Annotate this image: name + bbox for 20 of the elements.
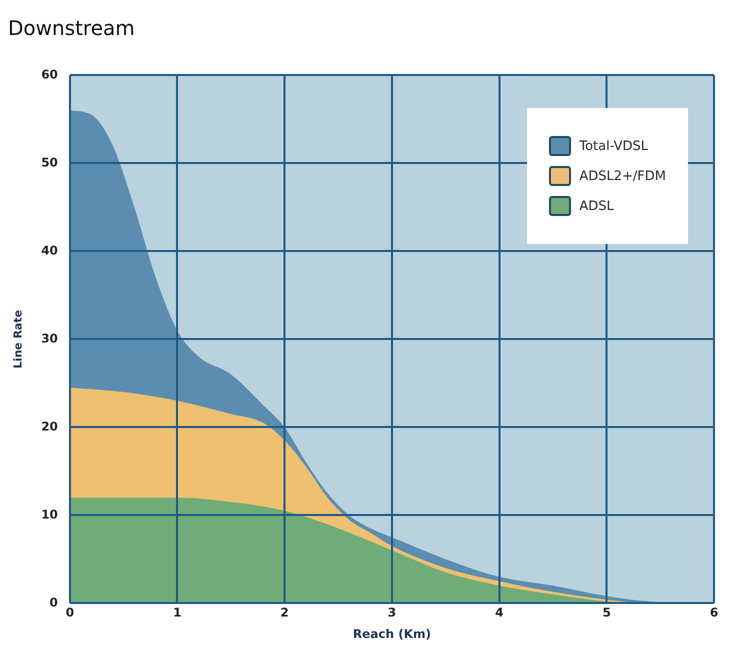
x-tick-label: 6 [710, 606, 718, 620]
x-tick-label: 5 [602, 606, 611, 620]
x-tick-label: 1 [173, 606, 182, 620]
y-tick-label: 10 [41, 507, 58, 522]
legend-label: ADSL [579, 198, 614, 214]
x-axis-title: Reach (Km) [352, 626, 431, 641]
y-axis-title: Line Rate [11, 310, 24, 368]
y-tick-label: 40 [41, 243, 58, 258]
y-tick-label: 50 [41, 155, 58, 170]
y-tick-label: 20 [41, 419, 58, 434]
legend-label: Total-VDSL [579, 138, 648, 154]
x-tick-label: 4 [495, 606, 504, 620]
legend-label: ADSL2+/FDM [579, 168, 666, 184]
y-tick-label: 60 [41, 67, 58, 82]
x-tick-label: 0 [66, 606, 74, 620]
x-tick-label: 3 [388, 606, 396, 620]
y-tick-label: 0 [50, 595, 58, 610]
chart-title: Downstream [8, 15, 136, 42]
y-tick-label: 30 [41, 331, 58, 346]
x-tick-label: 2 [280, 606, 289, 620]
